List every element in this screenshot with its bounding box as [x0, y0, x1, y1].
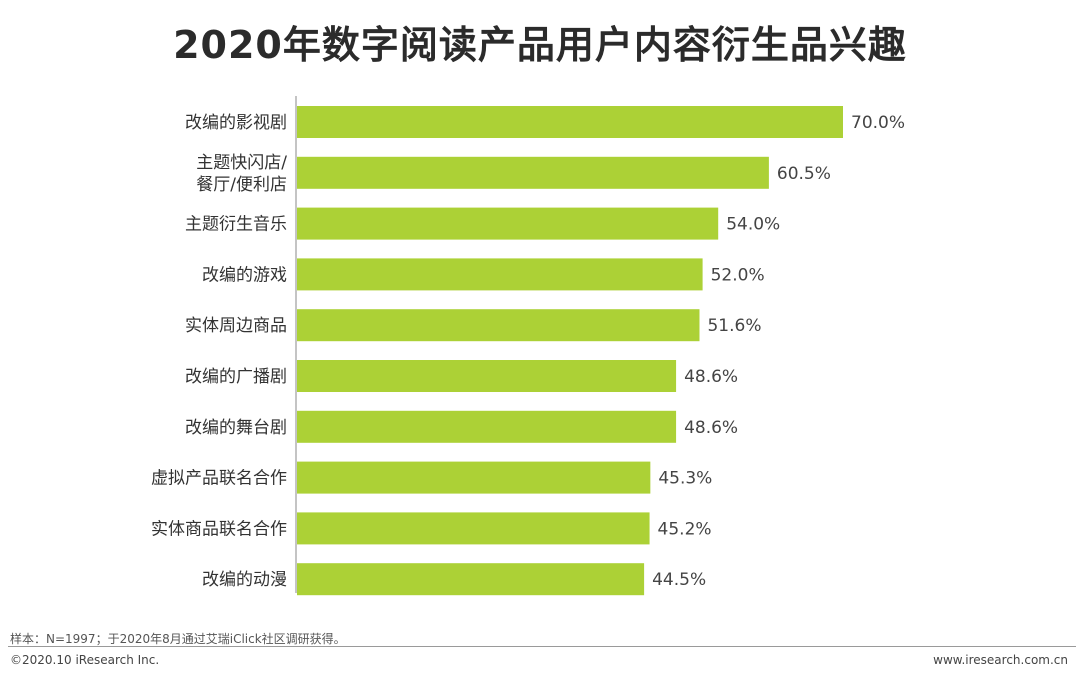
value-label-3: 52.0%	[711, 265, 765, 285]
bar-7	[297, 461, 651, 494]
chart-title: 2020年数字阅读产品用户内容衍生品兴趣	[173, 23, 907, 67]
value-label-5: 48.6%	[684, 367, 738, 387]
bar-3	[297, 258, 703, 291]
value-label-9: 44.5%	[652, 570, 706, 590]
category-label-0: 改编的影视剧	[185, 113, 287, 133]
category-label-5: 改编的广播剧	[185, 367, 287, 387]
value-label-4: 51.6%	[707, 316, 761, 336]
category-label-1-line-1: 餐厅/便利店	[196, 175, 287, 195]
value-label-1: 60.5%	[777, 164, 831, 184]
category-label-9: 改编的动漫	[202, 570, 287, 590]
bar-1	[297, 156, 769, 189]
bar-5	[297, 360, 677, 392]
category-label-1-line-0: 主题快闪店/	[196, 153, 287, 173]
copyright-text: ©2020.10 iResearch Inc.	[10, 653, 160, 667]
category-label-3: 改编的游戏	[202, 265, 287, 285]
bar-0	[297, 106, 843, 138]
value-label-0: 70.0%	[851, 113, 905, 133]
website-link[interactable]: www.iresearch.com.cn	[933, 653, 1068, 667]
category-label-6: 改编的舞台剧	[185, 418, 287, 438]
category-label-8: 实体商品联名合作	[151, 519, 287, 539]
value-label-6: 48.6%	[684, 418, 738, 438]
bar-8	[297, 512, 650, 545]
value-label-7: 45.3%	[658, 469, 712, 489]
footer-divider	[8, 646, 1076, 647]
category-label-2: 主题衍生音乐	[185, 215, 287, 235]
bar-9	[297, 563, 645, 596]
category-label-4: 实体周边商品	[185, 316, 287, 336]
bars-layer: 70.0% 改编的影视剧 60.5% 主题快闪店/餐厅/便利店 54.0% 主题衍生音乐 5…	[151, 106, 905, 596]
value-label-2: 54.0%	[726, 215, 780, 235]
bar-6	[297, 410, 677, 443]
sample-note: 样本：N=1997；于2020年8月通过艾瑞iClick社区调研获得。	[10, 632, 346, 646]
bar-4	[297, 309, 700, 342]
bar-2	[297, 207, 719, 240]
category-label-7: 虚拟产品联名合作	[151, 469, 287, 489]
value-label-8: 45.2%	[658, 519, 712, 539]
